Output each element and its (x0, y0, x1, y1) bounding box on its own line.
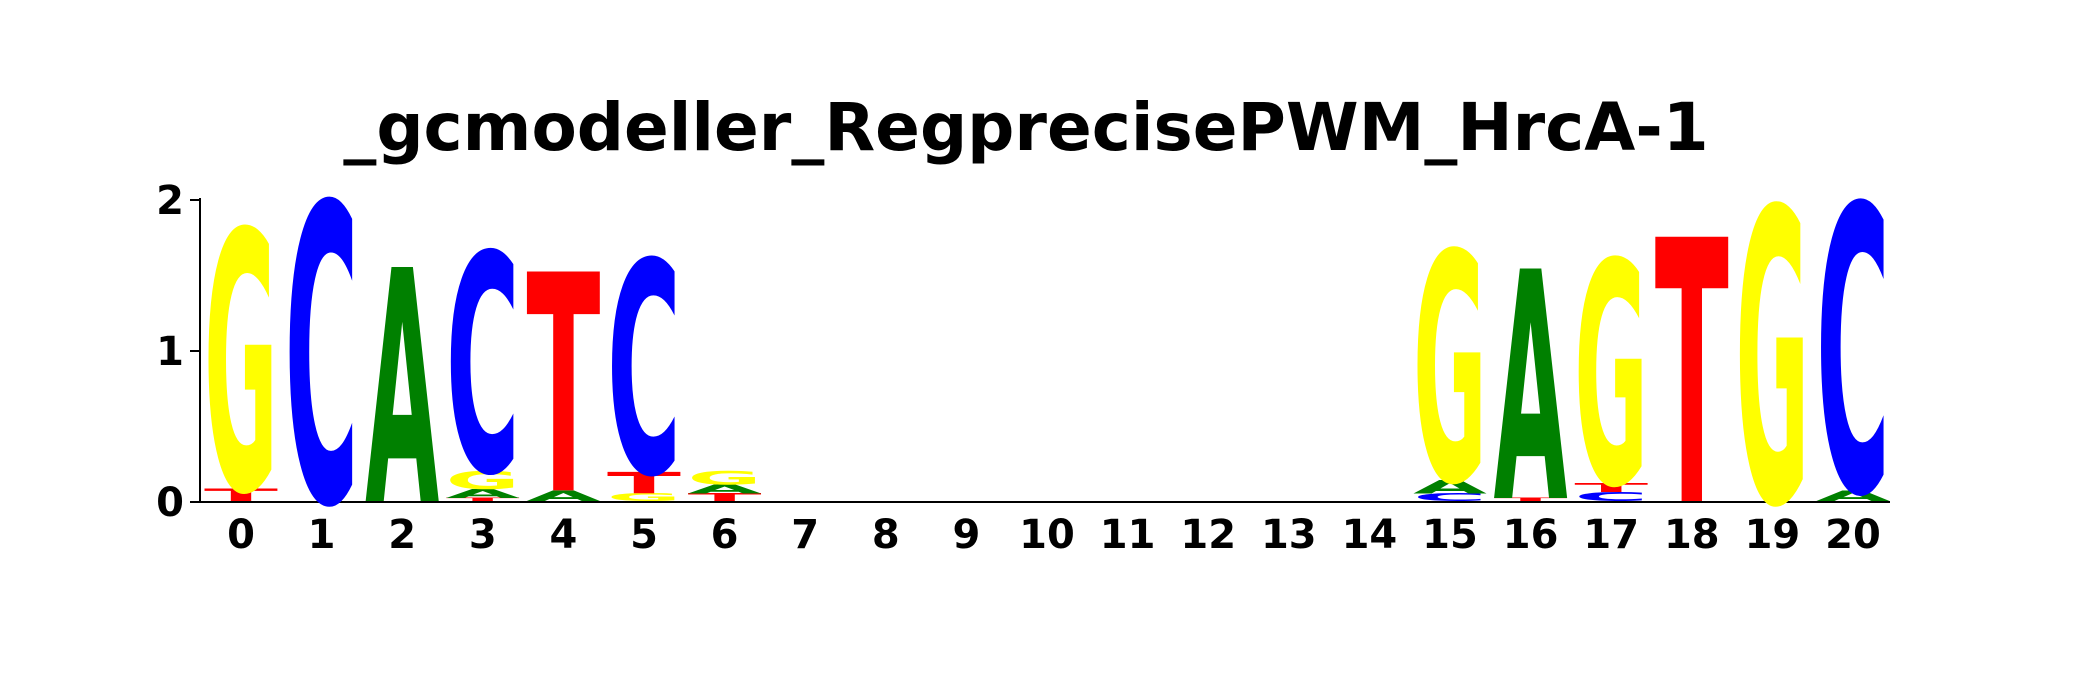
letter-T: T (1494, 497, 1568, 502)
x-tick-label: 6 (711, 512, 739, 558)
x-tick-label: 19 (1745, 512, 1801, 558)
letter-C: C (285, 122, 359, 599)
letter-glyph-G: G (446, 466, 520, 495)
letter-T: T (446, 497, 520, 502)
letter-glyph-T: T (526, 212, 600, 562)
letter-glyph-C: C (285, 122, 359, 599)
letter-A: A (1494, 206, 1568, 573)
letter-A: A (688, 482, 762, 496)
x-tick-label: 18 (1664, 512, 1720, 558)
letter-G: G (1413, 188, 1487, 555)
letter-glyph-A: A (446, 487, 520, 501)
letter-glyph-T: T (204, 486, 278, 505)
letter-glyph-A: A (1413, 476, 1487, 498)
x-tick-label: 12 (1180, 512, 1236, 558)
x-tick-label: 20 (1825, 512, 1881, 558)
letter-glyph-A: A (526, 488, 600, 505)
letter-T: T (204, 486, 278, 505)
x-tick-label: 7 (791, 512, 819, 558)
letter-glyph-G: G (1413, 188, 1487, 555)
letter-glyph-C: C (607, 201, 681, 542)
letter-G: G (204, 160, 278, 574)
letter-glyph-C: C (1574, 489, 1648, 504)
x-tick-label: 8 (872, 512, 900, 558)
x-tick-label: 9 (952, 512, 980, 558)
chart-title: _gcmodeller_RegprecisePWM_HrcA-1 (343, 89, 1708, 166)
x-tick-label: 16 (1503, 512, 1559, 558)
letter-A: A (446, 487, 520, 501)
x-tick-label: 11 (1100, 512, 1156, 558)
letter-glyph-G: G (204, 160, 278, 574)
x-tick-label: 4 (549, 512, 577, 558)
x-tick-label: 2 (388, 512, 416, 558)
letter-glyph-G: G (1735, 127, 1809, 598)
x-tick-label: 10 (1019, 512, 1075, 558)
x-tick-label: 14 (1342, 512, 1398, 558)
x-tick-label: 0 (227, 512, 255, 558)
letter-G: G (446, 466, 520, 495)
letter-C: C (1574, 489, 1648, 504)
letter-G: G (607, 491, 681, 503)
letter-glyph-A: A (688, 482, 762, 496)
letter-glyph-G: G (607, 491, 681, 503)
letter-glyph-G: G (688, 467, 762, 488)
letter-glyph-T: T (1494, 497, 1568, 502)
letter-glyph-T: T (607, 466, 681, 500)
letter-glyph-A: A (1494, 206, 1568, 573)
letter-glyph-C: C (1816, 125, 1890, 584)
letter-glyph-G: G (1574, 199, 1648, 556)
x-tick-label: 13 (1261, 512, 1317, 558)
letter-glyph-T: T (446, 497, 520, 502)
letter-C: C (1413, 491, 1487, 503)
axes (190, 198, 1890, 503)
letter-C: C (607, 201, 681, 542)
letter-glyph-T: T (1655, 166, 1730, 587)
letter-glyph-C: C (1413, 491, 1487, 503)
letter-glyph-A: A (365, 203, 439, 577)
x-tick-label: 3 (469, 512, 497, 558)
letter-T: T (1574, 481, 1648, 495)
y-tick-label: 0 (156, 480, 184, 526)
letter-A: A (1413, 476, 1487, 498)
letter-glyph-T: T (688, 491, 763, 503)
letter-T: T (1655, 166, 1730, 587)
letter-C: C (446, 192, 520, 542)
letter-C: C (1816, 125, 1890, 584)
letter-T: T (607, 466, 681, 500)
letter-glyph-T: T (1574, 481, 1648, 495)
x-tick-label: 17 (1583, 512, 1639, 558)
letter-G: G (688, 467, 762, 488)
letter-glyph-C: C (446, 192, 520, 542)
letter-T: T (688, 491, 763, 503)
x-tick-label: 5 (630, 512, 658, 558)
letter-glyph-A: A (1816, 488, 1890, 505)
letter-A: A (1816, 488, 1890, 505)
letter-A: A (365, 203, 439, 577)
letter-G: G (1735, 127, 1809, 598)
y-tick-label: 2 (156, 178, 184, 224)
letter-T: T (526, 212, 600, 562)
y-tick-label: 1 (156, 329, 184, 375)
letter-G: G (1574, 199, 1648, 556)
letter-A: A (526, 488, 600, 505)
x-tick-label: 15 (1422, 512, 1478, 558)
x-tick-label: 1 (308, 512, 336, 558)
